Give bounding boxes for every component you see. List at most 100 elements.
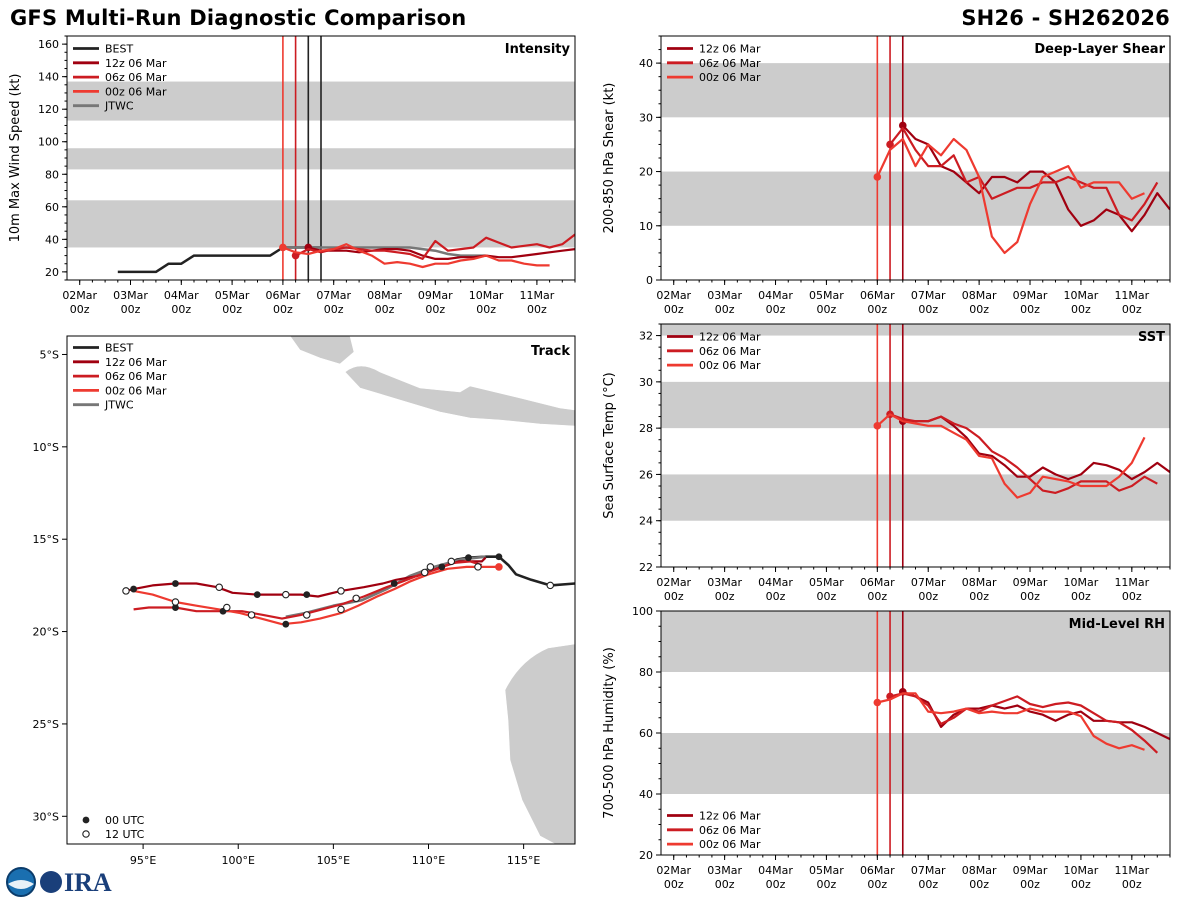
x-tick-label: 00z [969,878,989,891]
x-tick-label: 09Mar [1013,289,1048,302]
marker-12utc [337,587,345,595]
marker-00utc [495,553,503,561]
x-tick-label: 00z [527,303,547,316]
y-tick-label: 30 [639,376,653,389]
x-tick-label: 00z [425,303,445,316]
track-start-marker [495,563,503,571]
init-marker [873,422,882,430]
x-tick-label: 00z [476,303,496,316]
series-line [876,413,1146,499]
y-tick-label: 30 [639,111,653,124]
legend-label: 06z 06 Mar [699,345,761,358]
legend-label: 06z 06 Mar [105,71,167,84]
x-tick-label: 08Mar [962,576,997,589]
cira-logo-icon: IRA [6,867,112,897]
legend-label: 12z 06 Mar [699,331,761,344]
x-tick-label: 00z [222,303,242,316]
x-tick-label: 05Mar [809,289,844,302]
init-marker [873,173,882,181]
y-tick-label: 28 [639,422,653,435]
y-tick-label: 60 [45,201,59,214]
x-tick-label: 06Mar [860,864,895,877]
x-tick-label: 00z [715,303,735,316]
marker-12utc [122,587,130,595]
x-tick-label: 00z [715,878,735,891]
panel-intensity: 2040608010012014016002Mar00z03Mar00z04Ma… [8,35,576,316]
series-line [889,413,1158,494]
x-tick-label: 06Mar [860,289,895,302]
series-line [902,690,1170,741]
y-tick-label: 10 [639,220,653,233]
track-line [133,565,499,626]
y-tick-label: 60 [639,727,653,740]
init-marker [886,140,894,149]
legend-label: 12z 06 Mar [699,43,761,56]
series-line [876,137,1145,254]
series-line [282,243,550,269]
marker-12utc [171,598,180,606]
y-tick-label: 20 [45,266,59,279]
x-tick-label: 05Mar [809,864,844,877]
x-tick-label: 00z [1020,590,1040,603]
y-tick-label: 40 [639,57,653,70]
marker-12utc [282,590,290,599]
series-line [889,692,1159,754]
x-tick-label: 00z [664,878,684,891]
y-tick-label: 22 [639,561,653,574]
svg-text:IRA: IRA [64,868,112,897]
x-tick-label: 115°E [507,854,540,867]
x-tick-label: 10Mar [1064,576,1099,589]
x-tick-label: 07Mar [911,864,946,877]
legend-label: BEST [105,342,133,355]
marker-12utc [420,568,429,577]
band-0 [661,171,1170,226]
marker-12utc [247,611,256,619]
x-tick-label: 00z [715,590,735,603]
y-tick-label: 0 [646,274,653,287]
x-tick-label: 110°E [412,854,445,867]
x-tick-label: 09Mar [1013,864,1048,877]
plot-frame [66,335,576,845]
x-tick-label: 04Mar [758,289,793,302]
legend-label: 00z 06 Mar [105,384,167,397]
panel-title: Intensity [505,42,571,57]
marker-12utc [447,557,456,566]
x-tick-label: 02Mar [656,576,691,589]
x-tick-label: 03Mar [113,289,148,302]
marker-12utc [215,583,223,591]
x-tick-label: 04Mar [758,576,793,589]
y-tick-label: 15°S [33,533,59,546]
legend-label: 12z 06 Mar [699,810,761,823]
y-tick-label: 140 [38,71,59,84]
x-tick-label: 03Mar [707,576,742,589]
marker-00utc [253,591,261,599]
x-tick-label: 08Mar [962,289,997,302]
x-tick-label: 03Mar [707,864,742,877]
marker-12utc [302,611,311,619]
y-tick-label: 100 [632,605,653,618]
x-tick-label: 00z [1071,303,1091,316]
init-marker [873,698,882,707]
land-2 [504,643,575,844]
x-tick-label: 09Mar [418,289,453,302]
series-line [877,692,1145,751]
y-tick-label: 120 [38,103,59,116]
x-tick-label: 10Mar [1064,289,1099,302]
x-tick-label: 02Mar [656,864,691,877]
marker-12utc [337,605,345,614]
y-tick-label: 100 [38,136,59,149]
init-marker [291,251,300,260]
x-tick-label: 00z [121,303,141,316]
marker-12utc [426,563,435,571]
legend-marker-00utc [82,816,90,824]
x-tick-label: 11Mar [1114,576,1149,589]
land-1 [344,365,575,427]
x-tick-label: 11Mar [1114,289,1149,302]
x-tick-label: 03Mar [707,289,742,302]
y-tick-label: 24 [639,515,653,528]
init-marker [279,243,287,252]
y-tick-label: 20°S [33,626,59,639]
x-tick-label: 00z [867,590,887,603]
band-1 [661,63,1170,118]
legend-label: BEST [105,43,133,56]
